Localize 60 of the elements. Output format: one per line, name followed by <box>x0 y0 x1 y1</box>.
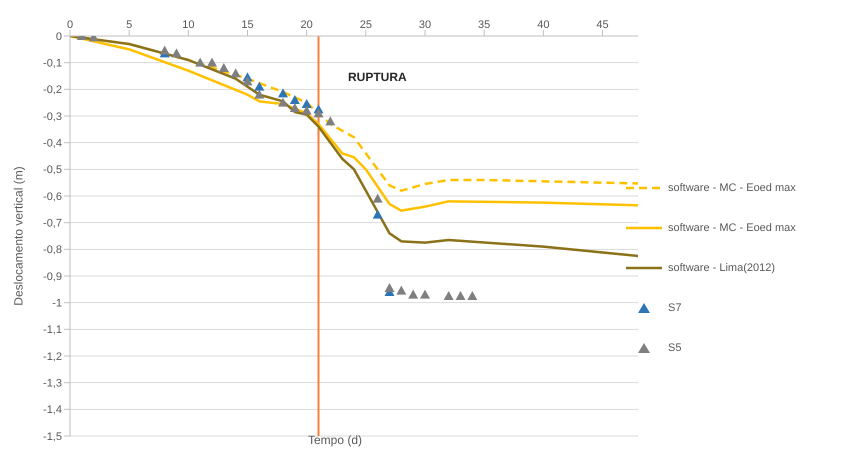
y-tick-label: -1,3 <box>43 378 62 390</box>
y-axis-title: Deslocamento vertical (m) <box>11 166 26 306</box>
point <box>384 283 394 292</box>
x-tick-label: 5 <box>126 19 132 31</box>
point <box>160 46 170 55</box>
x-tick-label: 15 <box>241 19 254 31</box>
point <box>372 210 383 219</box>
point <box>290 95 300 104</box>
legend-label: software - Lima(2012) <box>668 262 775 274</box>
point <box>242 76 252 86</box>
legend-label: S7 <box>668 302 682 314</box>
x-tick-label: 45 <box>596 19 609 31</box>
point <box>420 290 430 299</box>
y-tick-label: -1,1 <box>43 324 62 336</box>
y-tick-label: -1,2 <box>43 350 62 363</box>
x-tick-label: 40 <box>537 19 550 31</box>
y-tick-label: -0,6 <box>43 190 62 203</box>
point <box>456 291 466 300</box>
x-axis-title: Tempo (d) <box>308 433 362 447</box>
y-tick-label: -0,3 <box>43 110 62 123</box>
y-tick-label: -0,8 <box>43 244 62 256</box>
y-tick-label: 0 <box>56 30 62 43</box>
point <box>195 58 206 67</box>
point <box>325 116 336 126</box>
y-tick-label: -0,4 <box>43 138 62 150</box>
x-tick-label: 35 <box>478 19 490 31</box>
legend-label: software - MC - Eoed max <box>668 222 796 234</box>
point <box>254 82 264 91</box>
point <box>254 90 264 99</box>
x-tick-label: 0 <box>66 19 74 31</box>
x-tick-label: 10 <box>182 19 194 31</box>
x-tick-label: 30 <box>418 19 432 31</box>
point <box>302 99 312 108</box>
point <box>396 286 406 295</box>
point <box>372 194 383 203</box>
y-tick-label: -0,1 <box>43 58 62 70</box>
y-tick-label: -0,9 <box>43 270 62 283</box>
point <box>408 290 418 299</box>
point <box>230 68 241 78</box>
y-tick-label: -1,5 <box>43 430 62 443</box>
point <box>467 291 478 300</box>
y-tick-label: -0,5 <box>43 164 62 176</box>
x-tick-label: 20 <box>300 19 313 31</box>
point <box>218 63 229 72</box>
point <box>278 88 288 98</box>
annotation: RUPTURA <box>348 70 407 84</box>
y-tick-label: -1 <box>52 298 62 310</box>
y-tick-label: -0,2 <box>43 84 62 96</box>
point <box>444 291 454 300</box>
point <box>172 48 182 58</box>
point <box>207 58 217 67</box>
point <box>314 108 324 118</box>
point <box>290 103 300 112</box>
y-tick-label: -0,7 <box>43 218 62 230</box>
legend-label: S5 <box>668 342 682 354</box>
point <box>302 106 312 115</box>
legend-label: software - MC - Eoed max <box>668 182 796 194</box>
point <box>278 98 288 107</box>
y-tick-label: -1,4 <box>43 404 62 416</box>
x-tick-label: 25 <box>360 19 372 31</box>
